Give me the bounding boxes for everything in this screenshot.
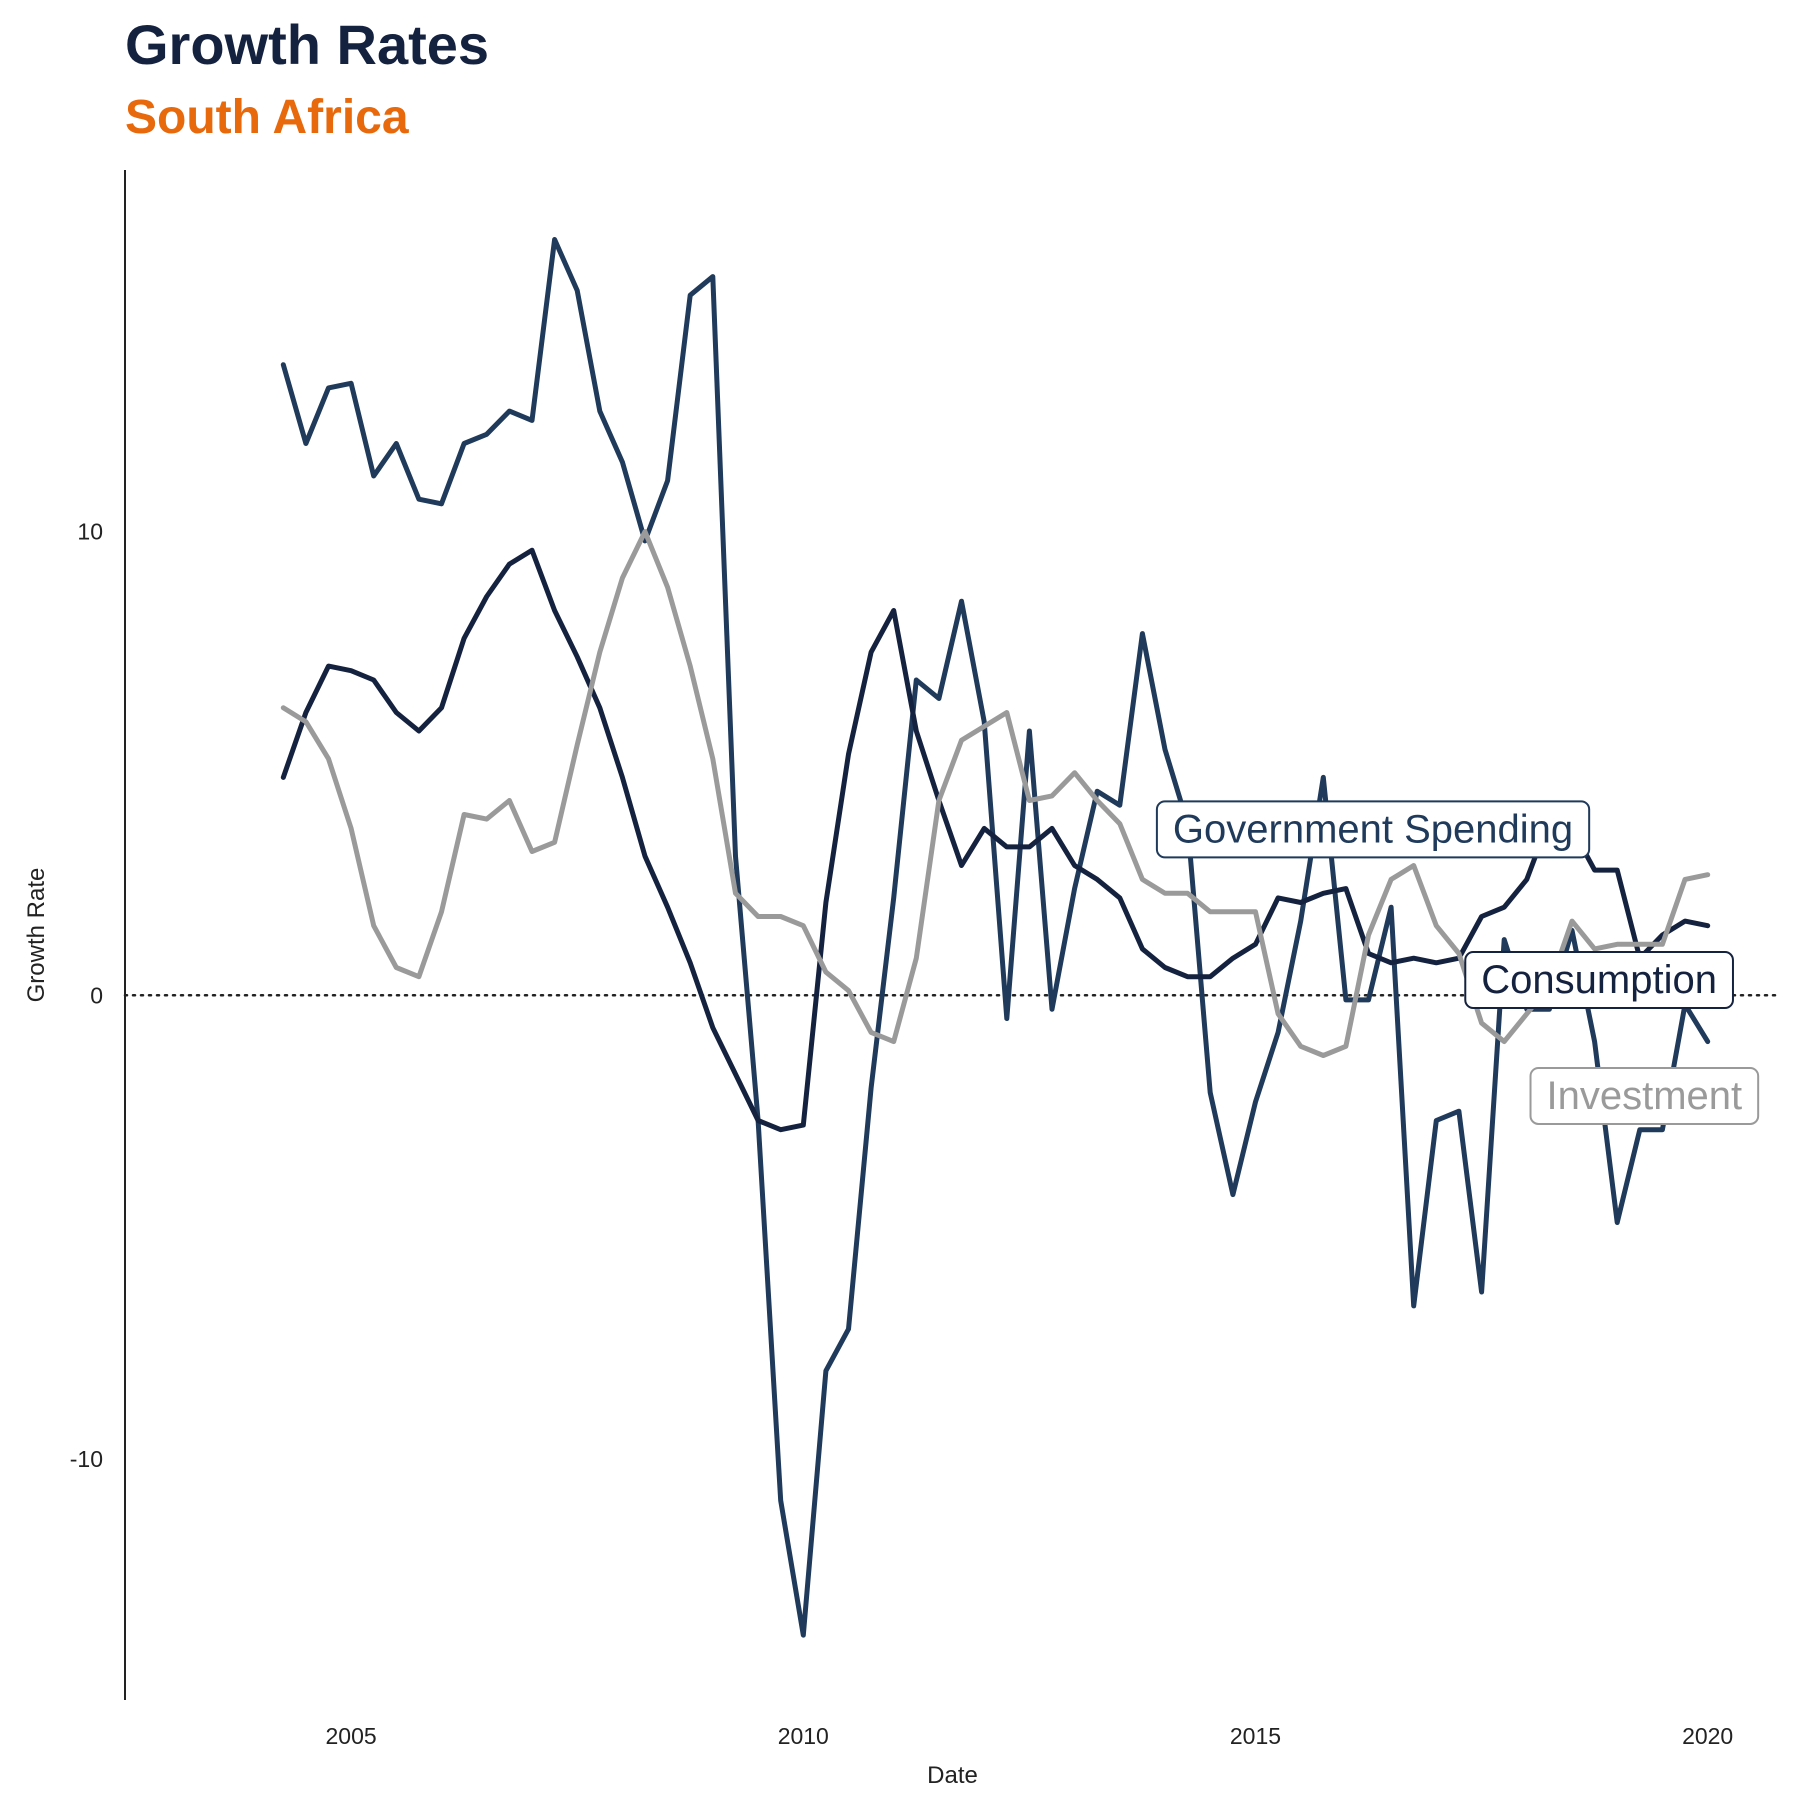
- chart-title: Growth Rates: [125, 13, 490, 76]
- x-tick-label: 2020: [1682, 1723, 1733, 1749]
- y-axis-title: Growth Rate: [23, 868, 50, 1003]
- series-label-text: Consumption: [1481, 958, 1717, 1002]
- series-label-text: Government Spending: [1173, 807, 1573, 851]
- x-axis-title: Date: [927, 1762, 978, 1789]
- series-label-consumption: Consumption: [1464, 951, 1734, 1010]
- series-line-consumption: [280, 547, 1711, 1133]
- chart-series-lines: [280, 237, 1711, 1638]
- y-tick-label: 10: [77, 519, 103, 545]
- series-label-investment: Investment: [1529, 1066, 1760, 1125]
- series-label-box: [1464, 951, 1734, 1010]
- chart-series-labels: Government Spending Consumption Investment: [1155, 800, 1760, 1125]
- series-label-box: [1529, 1066, 1760, 1125]
- series-line-government-spending: [280, 237, 1711, 1638]
- chart-subtitle: South Africa: [125, 91, 409, 144]
- y-tick-label: 0: [90, 982, 103, 1008]
- x-tick-label: 2015: [1230, 1723, 1281, 1749]
- series-label-government-spending: Government Spending: [1155, 800, 1591, 859]
- series-label-text: Investment: [1547, 1074, 1743, 1118]
- x-tick-label: 2010: [778, 1723, 829, 1749]
- y-tick-label: -10: [70, 1446, 103, 1472]
- x-tick-label: 2005: [326, 1723, 377, 1749]
- series-label-box: [1155, 800, 1591, 859]
